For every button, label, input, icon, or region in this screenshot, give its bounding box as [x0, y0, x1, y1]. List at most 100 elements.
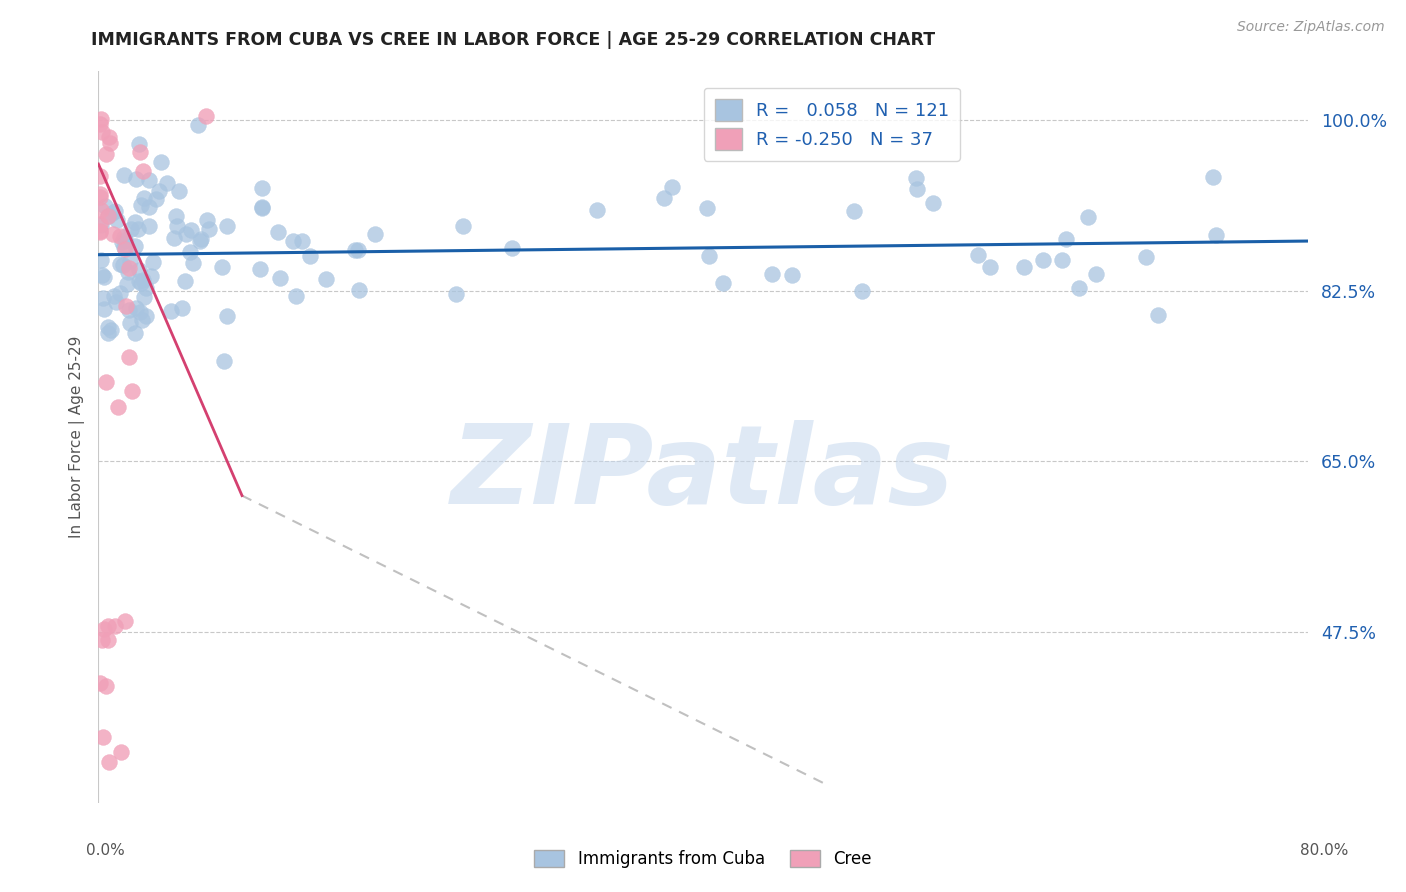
- Point: [249, 262, 271, 277]
- Point: [446, 286, 468, 301]
- Point: [141, 254, 163, 268]
- Point: [1077, 211, 1099, 225]
- Point: [172, 301, 194, 316]
- Point: [89, 186, 111, 201]
- Point: [1054, 232, 1077, 246]
- Point: [117, 265, 139, 279]
- Point: [215, 219, 238, 233]
- Point: [281, 235, 304, 249]
- Point: [124, 215, 146, 229]
- Point: [661, 179, 683, 194]
- Point: [111, 258, 134, 272]
- Point: [91, 730, 114, 744]
- Point: [112, 230, 135, 244]
- Point: [98, 136, 121, 151]
- Text: 80.0%: 80.0%: [1301, 843, 1348, 858]
- Point: [252, 200, 274, 214]
- Point: [181, 256, 204, 270]
- Point: [979, 260, 1001, 274]
- Point: [128, 136, 150, 151]
- Point: [187, 118, 209, 132]
- Point: [97, 209, 120, 223]
- Point: [139, 268, 162, 283]
- Point: [112, 240, 135, 254]
- Point: [97, 632, 120, 647]
- Point: [89, 223, 111, 237]
- Point: [586, 203, 609, 218]
- Point: [94, 376, 117, 390]
- Point: [89, 217, 111, 231]
- Point: [149, 155, 172, 169]
- Point: [94, 679, 117, 693]
- Point: [761, 267, 783, 281]
- Point: [1052, 253, 1074, 268]
- Point: [131, 273, 153, 287]
- Point: [108, 257, 131, 271]
- Point: [91, 291, 114, 305]
- Point: [104, 618, 127, 632]
- Point: [132, 191, 155, 205]
- Point: [349, 283, 371, 297]
- Point: [120, 254, 142, 268]
- Point: [89, 190, 111, 204]
- Point: [364, 227, 387, 241]
- Point: [1135, 250, 1157, 264]
- Point: [138, 173, 160, 187]
- Point: [343, 243, 366, 257]
- Point: [114, 242, 136, 256]
- Point: [98, 129, 121, 144]
- Point: [118, 261, 141, 276]
- Point: [108, 229, 131, 244]
- Point: [93, 301, 115, 316]
- Point: [131, 313, 153, 327]
- Point: [121, 384, 143, 399]
- Point: [90, 633, 112, 648]
- Text: 0.0%: 0.0%: [86, 843, 125, 858]
- Point: [267, 225, 290, 239]
- Point: [93, 622, 115, 636]
- Point: [128, 263, 150, 277]
- Point: [1069, 281, 1091, 295]
- Point: [115, 277, 138, 291]
- Point: [711, 276, 734, 290]
- Point: [90, 218, 112, 232]
- Point: [1147, 309, 1170, 323]
- Point: [165, 210, 187, 224]
- Point: [269, 271, 291, 285]
- Point: [1202, 169, 1225, 184]
- Point: [173, 274, 195, 288]
- Point: [90, 112, 112, 126]
- Point: [162, 231, 184, 245]
- Point: [179, 244, 201, 259]
- Point: [107, 400, 129, 414]
- Point: [90, 203, 112, 218]
- Point: [105, 294, 128, 309]
- Point: [138, 219, 160, 233]
- Y-axis label: In Labor Force | Age 25-29: In Labor Force | Age 25-29: [69, 336, 84, 538]
- Point: [103, 288, 125, 302]
- Point: [160, 304, 183, 318]
- Point: [1205, 228, 1227, 243]
- Point: [148, 185, 170, 199]
- Point: [90, 253, 112, 268]
- Point: [299, 249, 322, 263]
- Point: [180, 223, 202, 237]
- Point: [93, 269, 115, 284]
- Point: [129, 276, 152, 290]
- Point: [110, 235, 132, 249]
- Point: [124, 238, 146, 252]
- Point: [97, 209, 120, 223]
- Point: [652, 191, 675, 205]
- Point: [780, 268, 803, 282]
- Point: [501, 241, 523, 255]
- Point: [118, 351, 141, 365]
- Point: [127, 222, 149, 236]
- Point: [129, 145, 152, 159]
- Point: [905, 171, 928, 186]
- Point: [138, 200, 160, 214]
- Point: [922, 195, 945, 210]
- Point: [98, 755, 121, 769]
- Point: [114, 614, 136, 628]
- Point: [114, 233, 136, 247]
- Point: [89, 117, 111, 131]
